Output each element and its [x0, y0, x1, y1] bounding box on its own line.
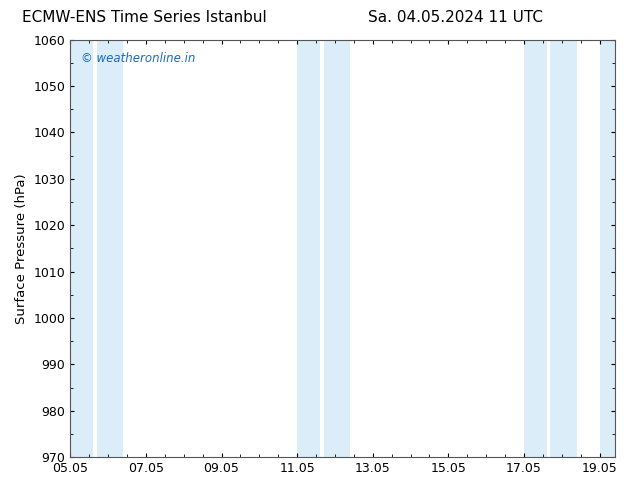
- Bar: [323, 40, 350, 457]
- Text: Sa. 04.05.2024 11 UTC: Sa. 04.05.2024 11 UTC: [368, 10, 543, 25]
- Text: © weatheronline.in: © weatheronline.in: [81, 52, 195, 65]
- Bar: [70, 40, 93, 457]
- Bar: [600, 40, 615, 457]
- Y-axis label: Surface Pressure (hPa): Surface Pressure (hPa): [15, 173, 28, 324]
- Bar: [550, 40, 577, 457]
- Bar: [524, 40, 547, 457]
- Text: ECMW-ENS Time Series Istanbul: ECMW-ENS Time Series Istanbul: [22, 10, 266, 25]
- Bar: [97, 40, 123, 457]
- Bar: [297, 40, 320, 457]
